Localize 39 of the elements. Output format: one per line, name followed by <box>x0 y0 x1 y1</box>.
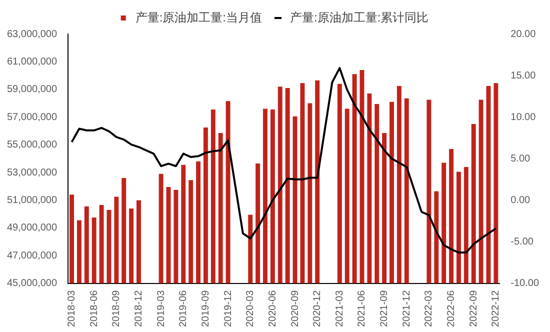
y2-tick-label: 20.00 <box>510 28 536 40</box>
y2-tick-label: 0.00 <box>510 194 531 206</box>
y2-tick-label: -5.00 <box>510 236 534 248</box>
legend-label: 产量:原油加工量:累计同比 <box>290 10 429 24</box>
y2-tick-label: -10.00 <box>510 278 540 290</box>
y-tick-label: 45,000,000 <box>6 278 58 290</box>
x-tick-label: 2022-03 <box>424 290 435 328</box>
y-tick-label: 53,000,000 <box>6 167 58 178</box>
x-tick-label: 2021-06 <box>356 290 368 328</box>
legend-label: 产量:原油加工量:当月值 <box>135 10 262 24</box>
x-tick-label: 2021-09 <box>379 290 390 328</box>
x-tick-label: 2018-03 <box>66 290 78 328</box>
y-tick-label: 49,000,000 <box>6 222 58 234</box>
y-tick-label: 61,000,000 <box>6 56 58 68</box>
y2-tick-label: 10.00 <box>510 112 536 123</box>
y2-tick-label: 5.00 <box>510 153 531 164</box>
x-tick-label: 2018-06 <box>88 290 100 328</box>
x-tick-label: 2018-12 <box>133 290 144 328</box>
x-tick-label: 2018-09 <box>111 290 122 328</box>
x-tick-label: 2022-09 <box>468 290 480 328</box>
x-tick-label: 2021-12 <box>401 290 412 328</box>
x-tick-label: 2020-03 <box>245 290 256 328</box>
x-tick-label: 2022-06 <box>446 290 458 328</box>
x-tick-label: 2019-12 <box>222 290 234 328</box>
x-tick-label: 2020-09 <box>290 290 301 328</box>
y-tick-label: 51,000,000 <box>6 194 58 206</box>
x-tick-label: 2019-06 <box>178 290 190 328</box>
y2-tick-label: 15.00 <box>510 70 536 82</box>
y-tick-label: 55,000,000 <box>6 140 58 151</box>
y-tick-label: 63,000,000 <box>6 28 58 40</box>
x-tick-label: 2021-03 <box>334 290 346 328</box>
x-tick-label: 2022-12 <box>490 290 502 328</box>
y-tick-label: 57,000,000 <box>6 112 58 123</box>
y-tick-label: 47,000,000 <box>6 250 58 262</box>
x-tick-label: 2019-03 <box>156 290 167 328</box>
y-tick-label: 59,000,000 <box>6 84 58 96</box>
x-tick-label: 2019-09 <box>200 290 212 328</box>
x-tick-label: 2020-06 <box>267 290 278 328</box>
x-tick-label: 2020-12 <box>312 290 324 328</box>
